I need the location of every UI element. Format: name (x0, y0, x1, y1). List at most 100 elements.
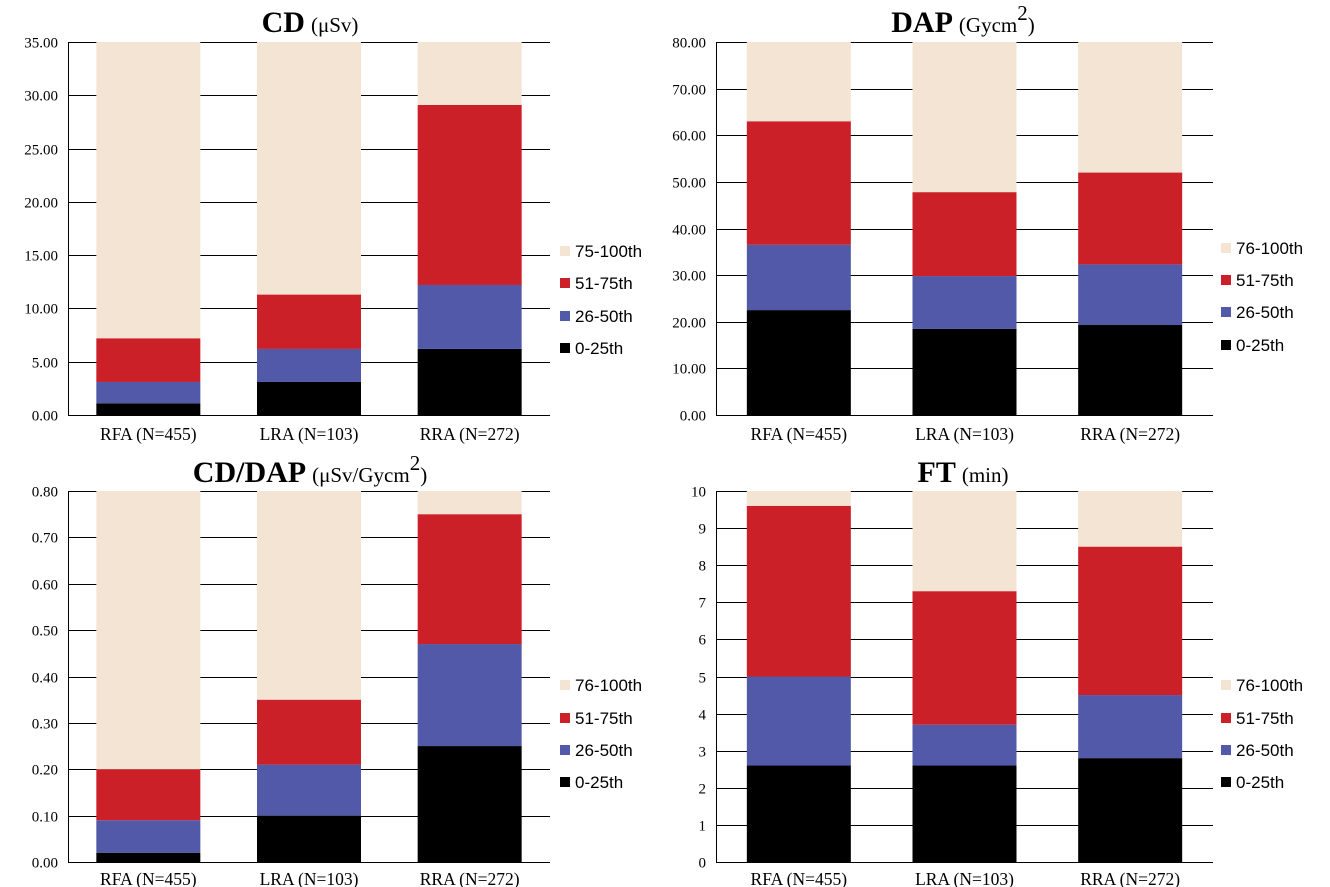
legend-label: 76-100th (575, 676, 642, 695)
y-tick-label: 0.80 (32, 485, 58, 501)
y-tick-label: 8 (699, 559, 707, 575)
y-tick-label: 0.20 (32, 763, 58, 779)
y-tick-label: 0.00 (680, 409, 706, 425)
y-tick-label: 35.00 (24, 36, 58, 52)
bar-segment (417, 491, 522, 515)
bar-segment (96, 338, 201, 382)
x-category-label: RFA (N=455) (751, 869, 848, 887)
y-tick-label: 0.00 (32, 409, 58, 425)
y-tick-label: 0.40 (32, 671, 58, 687)
bar-segment (912, 276, 1017, 329)
legend-swatch (560, 343, 570, 353)
y-tick-label: 80.00 (672, 36, 706, 52)
bar-segment (257, 815, 361, 862)
y-tick-label: 20.00 (672, 316, 706, 332)
chart-title-unit-sup: 2 (410, 451, 421, 475)
legend-swatch (560, 246, 570, 256)
y-tick-label: 6 (699, 633, 707, 649)
chart-dap: DAP (Gycm2) 0.00 10.00 20.00 30.00 40.00 50.00 6… (672, 1, 1303, 444)
x-category-label: RRA (N=272) (1080, 424, 1180, 444)
x-category-label: RRA (N=272) (420, 869, 520, 887)
bar-segment (257, 764, 361, 816)
bar-segment (746, 765, 851, 862)
bar-segment (417, 514, 522, 645)
bar-segment (912, 328, 1017, 415)
chart-title-cd: CD (μSv) (262, 6, 359, 39)
y-tick-label: 0.60 (32, 578, 58, 594)
y-tick-label: 0.70 (32, 531, 58, 547)
y-tick-label: 0.50 (32, 624, 58, 640)
legend-swatch (560, 745, 570, 755)
bar-segment (746, 244, 851, 311)
bar-segment (912, 724, 1017, 766)
bar-segment (1078, 491, 1183, 547)
y-tick-label: 0.00 (32, 856, 58, 872)
y-tick-label: 0.10 (32, 810, 58, 826)
chart-title-unit: (Gycm (959, 13, 1017, 37)
chart-title-unit-sup: 2 (1017, 1, 1028, 25)
y-tick-label: 25.00 (24, 143, 58, 159)
bar-segment (257, 294, 361, 349)
chart-title-unit-end: ) (420, 463, 427, 487)
y-tick-label: 30.00 (24, 89, 58, 105)
chart-title-unit-end: ) (1028, 13, 1035, 37)
bar-segment (96, 820, 201, 853)
legend-label: 51-75th (1236, 271, 1294, 290)
x-category-label: RFA (N=455) (751, 424, 848, 444)
y-tick-label: 0 (699, 856, 707, 872)
bar-segment (257, 42, 361, 295)
legend-swatch (560, 713, 570, 723)
y-tick-label: 10 (691, 485, 706, 501)
chart-cd-dap: CD/DAP (μSv/Gycm2) 0.00 0.10 0.20 0.30 0.40 0.5… (32, 451, 642, 887)
bar-segment (912, 591, 1017, 725)
y-tick-label: 70.00 (672, 83, 706, 99)
legend-label: 51-75th (1236, 709, 1294, 728)
bar-segment (417, 348, 522, 415)
legend-swatch (1221, 307, 1231, 317)
chart-title-dap: DAP (Gycm2) (891, 1, 1034, 39)
legend-label: 26-50th (1236, 303, 1294, 322)
bar-segment (417, 746, 522, 862)
y-tick-label: 10.00 (24, 302, 58, 318)
legend-swatch (560, 680, 570, 690)
bar-segment (96, 852, 201, 862)
legend-label: 76-100th (1236, 676, 1303, 695)
y-tick-label: 0.30 (32, 717, 58, 733)
chart-title-main: FT (918, 456, 956, 489)
bar-segment (96, 491, 201, 770)
bar-segment (1078, 695, 1183, 759)
bar-segment (417, 284, 522, 349)
bar-segment (257, 348, 361, 382)
chart-title-main: DAP (891, 6, 953, 39)
bar-segment (96, 403, 201, 415)
legend-label: 76-100th (1236, 239, 1303, 258)
bar-segment (912, 192, 1017, 277)
legend-swatch (1221, 340, 1231, 350)
legend-swatch (1221, 680, 1231, 690)
y-tick-label: 40.00 (672, 223, 706, 239)
legend-label: 0-25th (575, 339, 623, 358)
bar-segment (912, 491, 1017, 592)
bar-segment (746, 676, 851, 766)
bar-segment (96, 42, 201, 339)
y-tick-label: 60.00 (672, 129, 706, 145)
bar-segment (912, 765, 1017, 862)
x-category-label: RRA (N=272) (420, 424, 520, 444)
bar-segment (912, 42, 1017, 193)
y-tick-label: 7 (699, 596, 707, 612)
bar-segment (1078, 758, 1183, 862)
legend-label: 26-50th (1236, 741, 1294, 760)
x-category-label: RFA (N=455) (100, 869, 197, 887)
legend-swatch (560, 278, 570, 288)
x-category-label: RRA (N=272) (1080, 869, 1180, 887)
y-tick-label: 20.00 (24, 196, 58, 212)
y-tick-label: 50.00 (672, 176, 706, 192)
legend-swatch (560, 777, 570, 787)
bar-segment (1078, 42, 1183, 173)
bar-segment (1078, 172, 1183, 265)
chart-cd: CD (μSv) 0.00 5.00 10.00 15.00 20.00 25.00 30.00… (24, 6, 642, 444)
y-tick-label: 9 (699, 522, 707, 538)
bar-segment (746, 505, 851, 677)
y-tick-label: 15.00 (24, 249, 58, 265)
bar-segment (417, 104, 522, 285)
